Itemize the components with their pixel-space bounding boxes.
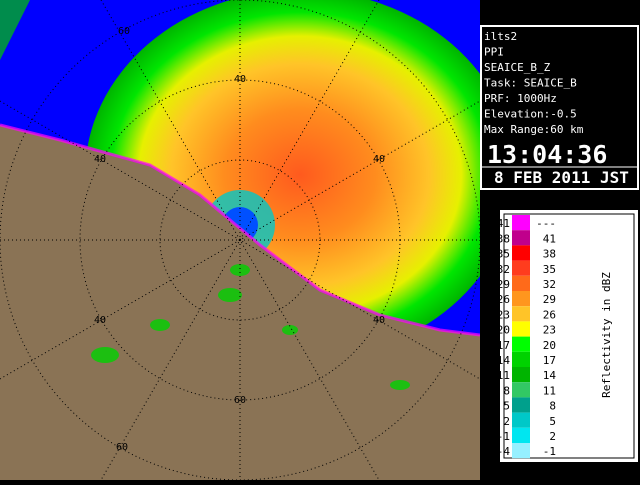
scale-low: 2	[503, 415, 510, 428]
info-line: PRF: 1000Hz	[484, 92, 557, 105]
ring-label: 60	[234, 395, 246, 406]
ring-label: 60	[116, 442, 128, 453]
scale-low: -4	[497, 445, 511, 458]
color-swatch	[512, 215, 530, 231]
scale-low: 29	[497, 278, 510, 291]
scale-high: 32	[543, 278, 556, 291]
color-swatch	[512, 382, 530, 398]
scale-low: 11	[497, 369, 510, 382]
color-swatch	[512, 412, 530, 428]
scale-high: 14	[543, 369, 557, 382]
color-swatch	[512, 260, 530, 276]
info-line: SEAICE_B_Z	[484, 61, 551, 74]
scale-low: 26	[497, 293, 510, 306]
color-swatch	[512, 397, 530, 413]
scale-high: 5	[549, 415, 556, 428]
ring-label: 40	[373, 154, 385, 165]
color-swatch	[512, 245, 530, 261]
ring-label: 40	[94, 315, 106, 326]
date: 8 FEB 2011 JST	[494, 168, 629, 187]
scale-high: 35	[543, 263, 556, 276]
scale-low: -1	[497, 430, 510, 443]
scale-low: 5	[503, 400, 510, 413]
scale-high: 41	[543, 232, 556, 245]
color-swatch	[512, 306, 530, 322]
color-swatch	[512, 367, 530, 383]
scale-low: 23	[497, 308, 510, 321]
scale-low: >41	[490, 217, 510, 230]
info-line: ilts2	[484, 30, 517, 43]
legend-title: Reflectivity in dBZ	[600, 272, 613, 398]
info-line: Task: SEAICE_B	[484, 77, 577, 90]
scale-high: 23	[543, 324, 556, 337]
scale-low: 8	[503, 384, 510, 397]
scale-high: -1	[543, 445, 556, 458]
scale-high: 26	[543, 308, 556, 321]
scale-low: 35	[497, 248, 510, 261]
scale-high: 8	[549, 400, 556, 413]
color-swatch	[512, 230, 530, 246]
info-line: Max Range:60 km	[484, 123, 584, 136]
color-swatch	[512, 275, 530, 291]
info-line: Elevation:-0.5	[484, 108, 577, 121]
radar-image: 60 40 40 40 40 40 60 60	[0, 0, 480, 480]
color-swatch	[512, 336, 530, 352]
info-panel	[480, 25, 639, 190]
ring-label: 40	[94, 154, 106, 165]
scale-low: 20	[497, 324, 510, 337]
scale-high: 38	[543, 248, 556, 261]
scale-low: 14	[497, 354, 511, 367]
scale-low: 32	[497, 263, 510, 276]
ring-label: 40	[373, 315, 385, 326]
scale-low: 38	[497, 232, 510, 245]
color-swatch	[512, 321, 530, 337]
color-swatch	[512, 291, 530, 307]
scale-high: 17	[543, 354, 556, 367]
scale-high: ---	[536, 217, 556, 230]
scale-high: 2	[549, 430, 556, 443]
scale-low: 17	[497, 339, 510, 352]
scale-high: 11	[543, 384, 556, 397]
color-swatch	[512, 427, 530, 443]
ring-label: 60	[118, 26, 130, 37]
info-line: PPI	[484, 46, 504, 59]
time: 13:04:36	[487, 140, 607, 169]
ring-label: 40	[234, 74, 246, 85]
color-swatch	[512, 443, 530, 459]
scale-high: 29	[543, 293, 556, 306]
scale-high: 20	[543, 339, 556, 352]
color-swatch	[512, 351, 530, 367]
